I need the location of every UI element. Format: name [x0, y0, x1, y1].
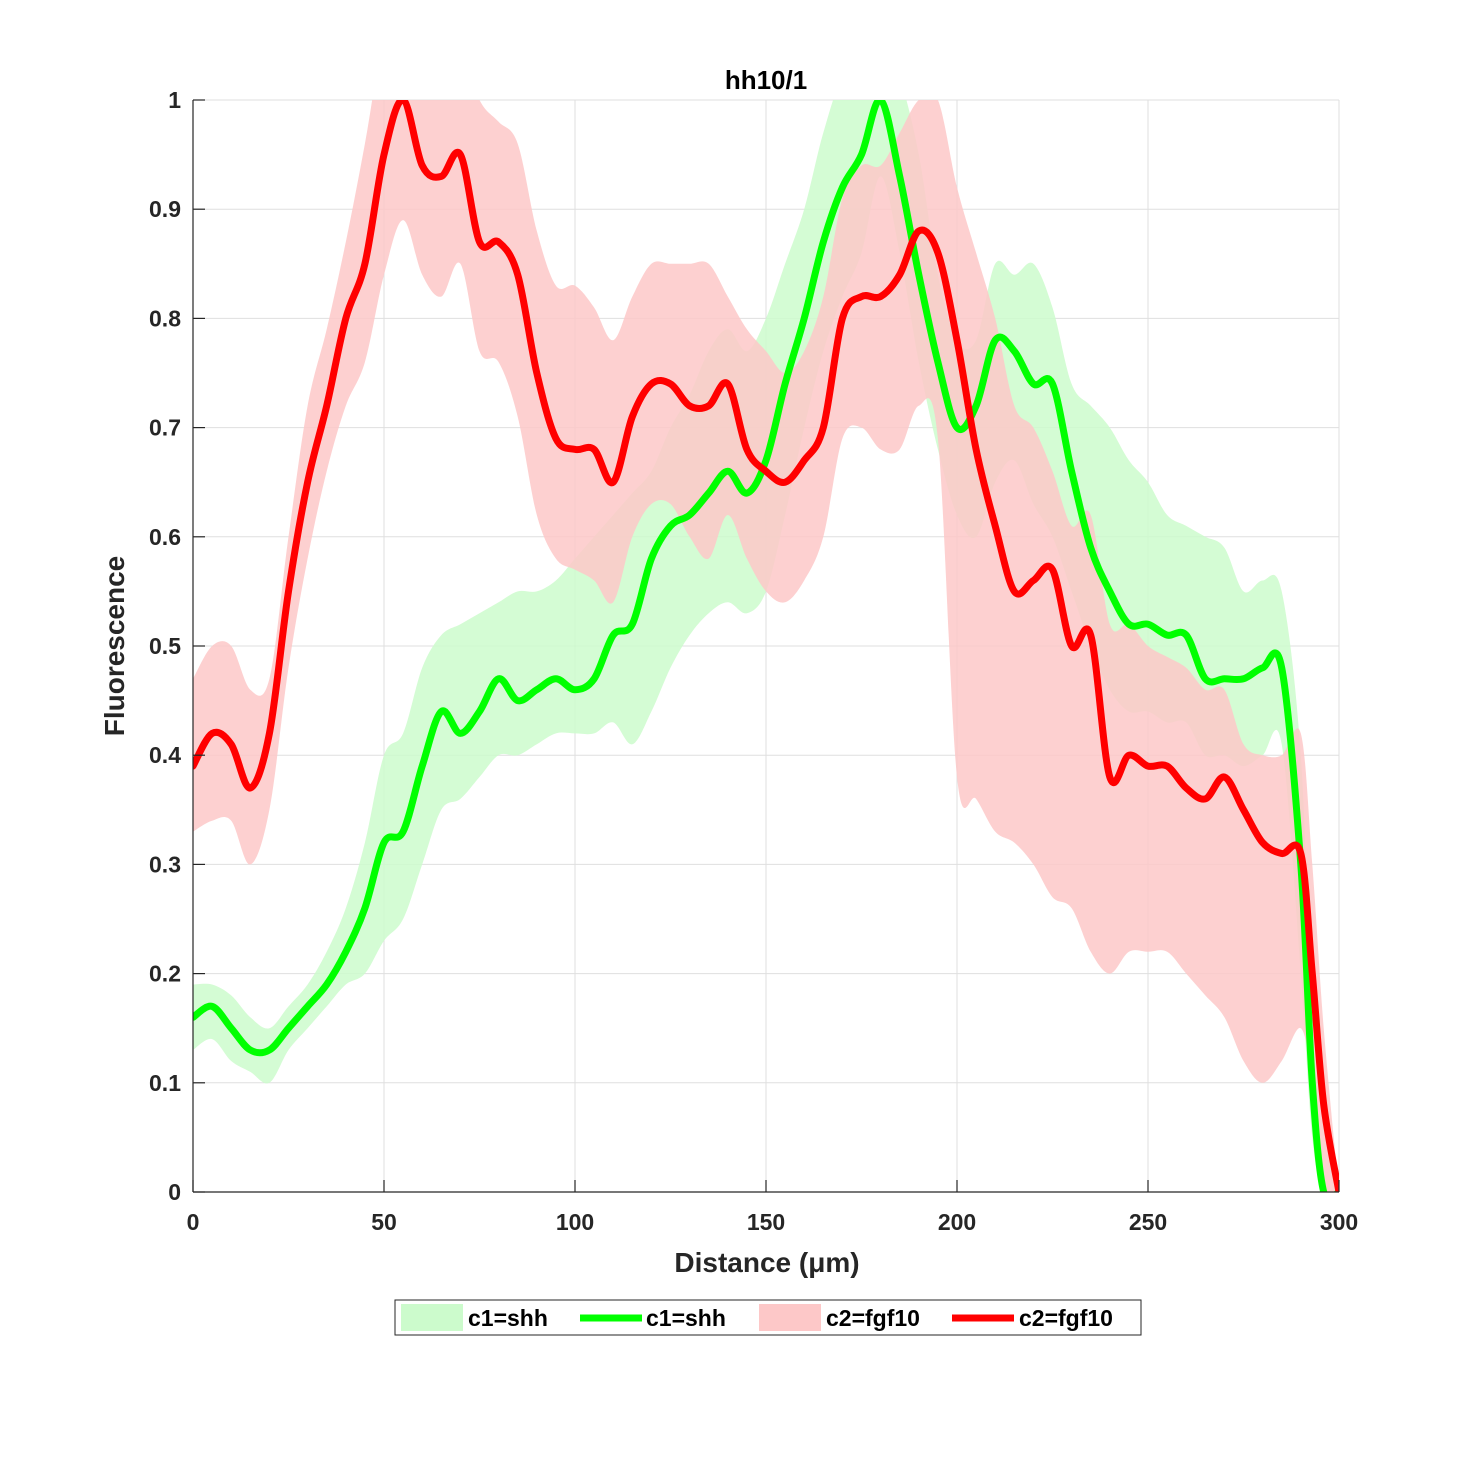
x-tick-label: 300	[1320, 1209, 1358, 1235]
y-tick-label: 0.5	[149, 633, 181, 659]
y-axis-title: Fluorescence	[99, 556, 130, 737]
y-tick-label: 0.3	[149, 851, 181, 877]
y-tick-label: 0.1	[149, 1070, 181, 1096]
confidence-bands	[193, 100, 1339, 1192]
legend-label-2: c1=shh	[646, 1305, 726, 1331]
x-tick-label: 50	[371, 1209, 397, 1235]
x-tick-label: 250	[1129, 1209, 1167, 1235]
y-tick-labels: 0 0.1 0.2 0.3 0.4 0.5 0.6 0.7 0.8 0.9 1	[149, 87, 181, 1205]
x-tick-label: 0	[187, 1209, 200, 1235]
x-tick-label: 200	[938, 1209, 976, 1235]
line-c1-shh	[193, 100, 1339, 1192]
chart-title: hh10/1	[725, 65, 807, 95]
legend-label-3: c2=fgf10	[826, 1305, 920, 1331]
legend-label-1: c1=shh	[468, 1305, 548, 1331]
x-tick-labels: 0 50 100 150 200 250 300	[187, 1209, 1359, 1235]
line-c2-fgf10	[193, 100, 1339, 1192]
y-tick-label: 0.4	[149, 742, 181, 768]
axes	[192, 99, 1340, 1193]
y-tick-label: 0.9	[149, 196, 181, 222]
y-tick-label: 0.2	[149, 961, 181, 987]
legend-swatch-band-1	[401, 1304, 463, 1331]
y-tick-label: 0.7	[149, 415, 181, 441]
x-tick-label: 100	[556, 1209, 594, 1235]
legend-swatch-band-2	[759, 1304, 821, 1331]
band-c2-fgf10	[193, 100, 1339, 1192]
x-tick-label: 150	[747, 1209, 785, 1235]
legend: c1=shh c1=shh c2=fgf10 c2=fgf10	[394, 1299, 1142, 1336]
series-lines	[193, 100, 1339, 1192]
y-tick-label: 0	[168, 1179, 181, 1205]
y-tick-label: 0.6	[149, 524, 181, 550]
y-tick-label: 1	[168, 87, 181, 113]
band-c1-shh	[193, 100, 1339, 1192]
x-axis-title: Distance (μm)	[674, 1247, 859, 1278]
legend-label-4: c2=fgf10	[1019, 1305, 1113, 1331]
y-tick-label: 0.8	[149, 305, 181, 331]
